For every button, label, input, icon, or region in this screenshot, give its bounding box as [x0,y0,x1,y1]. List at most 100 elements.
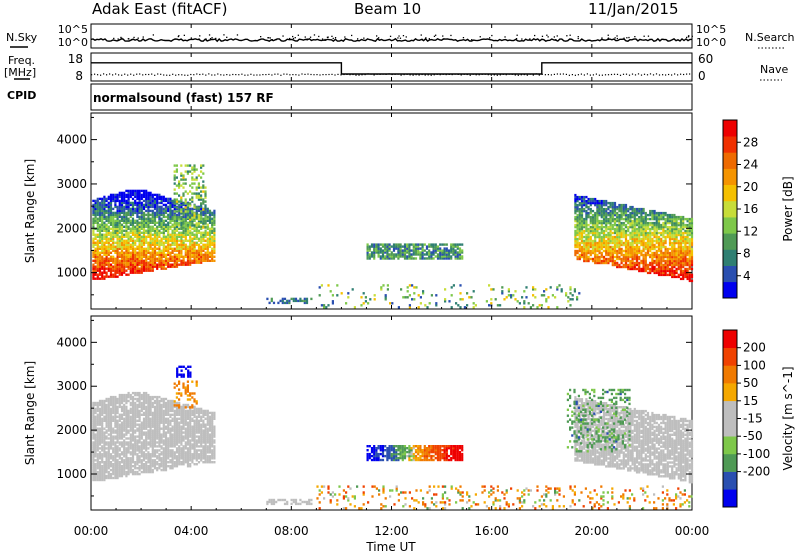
scatter-cell [98,429,102,432]
scatter-cell [532,288,535,291]
scatter-cell [501,290,504,293]
scatter-cell [158,449,161,452]
scatter-cell [594,231,597,235]
scatter-cell [158,463,161,466]
scatter-cell [594,219,597,223]
scatter-cell [605,209,608,213]
scatter-cell [422,290,425,293]
scatter-cell [125,213,128,217]
scatter-cell [463,306,466,309]
scatter-cell [158,261,161,264]
scatter-cell [574,197,577,201]
scatter-cell [189,229,192,232]
scatter-cell [673,219,676,223]
scatter-cell [156,461,159,464]
scatter-cell [180,241,183,244]
scatter-cell [160,195,163,199]
scatter-cell [386,245,389,248]
scatter-cell [142,203,146,207]
scatter-cell [589,235,592,239]
scatter-cell [635,233,639,237]
scatter-cell [140,395,143,399]
scatter-cell [421,255,424,258]
scatter-cell [153,405,157,409]
scatter-cell [532,286,535,289]
scatter-cell [94,445,97,448]
scatter-cell [206,217,209,220]
scatter-cell [109,433,113,436]
scatter-cell [140,245,143,248]
scatter-cell [594,251,597,255]
scatter-cell [109,211,113,215]
scatter-cell [167,207,170,211]
scatter-cell [644,233,647,237]
scatter-cell [576,207,579,211]
scatter-cell [116,445,119,448]
scatter-cell [147,261,150,264]
scatter-cell [101,435,104,438]
scatter-cell [574,249,577,253]
scatter-cell [107,417,110,420]
scatter-cell [673,231,676,235]
scatter-cell [200,241,203,244]
scatter-cell [149,233,152,236]
scatter-cell [118,253,121,256]
scatter-cell [96,470,99,474]
scatter-cell [200,257,203,260]
scatter-cell [149,463,152,466]
scatter-cell [138,243,141,246]
scatter-cell [149,439,152,442]
scatter-cell [109,439,113,442]
scatter-cell [191,243,194,246]
scatter-cell [158,209,161,213]
scatter-cell [677,245,680,249]
scatter-cell [397,306,400,309]
scatter-cell [649,237,652,241]
scatter-cell [666,225,669,229]
scatter-cell [151,205,154,209]
scatter-cell [96,403,99,407]
scatter-cell [189,190,192,193]
scatter-cell [600,245,603,249]
scatter-cell [158,467,161,470]
scatter-cell [134,423,137,426]
scatter-cell [142,251,146,254]
scatter-cell [668,215,672,219]
scatter-cell [156,407,159,411]
scatter-cell [589,249,592,253]
scatter-cell [167,221,170,224]
scatter-cell [127,199,130,203]
scatter-cell [366,243,369,246]
scatter-cell [140,470,143,474]
scatter-cell [103,467,106,470]
scatter-cell [286,301,289,305]
scatter-cell [118,417,121,420]
scatter-cell [94,227,97,230]
scatter-cell [96,453,99,456]
scatter-cell [644,211,647,215]
scatter-cell [204,211,207,215]
scatter-cell [607,249,610,253]
scatter-cell [98,427,102,430]
scatter-cell [419,247,422,250]
scatter-cell [120,431,124,434]
scatter-cell [607,211,610,215]
scatter-cell [167,265,170,268]
scatter-cell [178,249,181,252]
scatter-cell [580,231,584,235]
scatter-cell [123,455,126,458]
scatter-cell [147,451,150,454]
scatter-cell [184,251,187,254]
scatter-cell [149,229,152,232]
scatter-cell [574,253,577,257]
scatter-cell [125,265,128,268]
scatter-cell [600,261,603,265]
scatter-cell [180,203,183,207]
scatter-cell [114,223,117,226]
scatter-cell [618,243,621,247]
scatter-cell [147,221,150,224]
scatter-cell [204,206,207,209]
scatter-cell [120,435,124,438]
scatter-cell [686,249,689,253]
scatter-cell [668,267,672,271]
